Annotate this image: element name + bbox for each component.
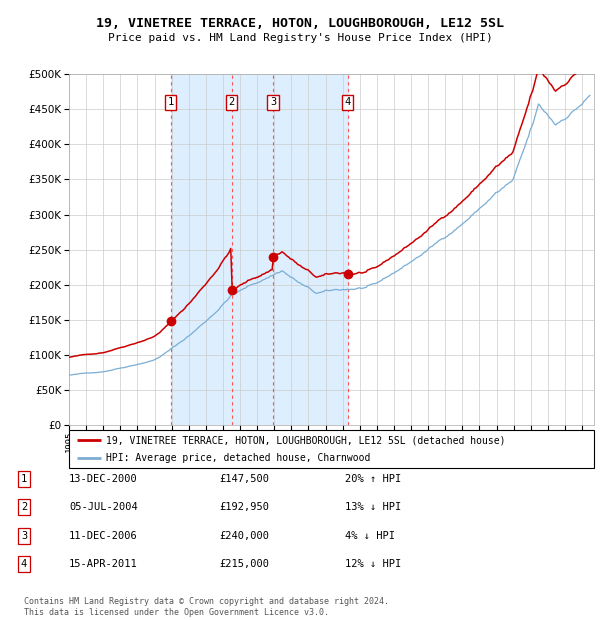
Text: 4: 4	[344, 97, 350, 107]
Text: 19, VINETREE TERRACE, HOTON, LOUGHBOROUGH, LE12 5SL (detached house): 19, VINETREE TERRACE, HOTON, LOUGHBOROUG…	[106, 435, 505, 445]
Text: 12% ↓ HPI: 12% ↓ HPI	[345, 559, 401, 569]
Text: 15-APR-2011: 15-APR-2011	[69, 559, 138, 569]
Text: HPI: Average price, detached house, Charnwood: HPI: Average price, detached house, Char…	[106, 453, 370, 464]
FancyBboxPatch shape	[69, 430, 594, 468]
Text: Price paid vs. HM Land Registry's House Price Index (HPI): Price paid vs. HM Land Registry's House …	[107, 33, 493, 43]
Text: 3: 3	[270, 97, 277, 107]
Text: 13% ↓ HPI: 13% ↓ HPI	[345, 502, 401, 512]
Text: 3: 3	[21, 531, 27, 541]
Text: 2: 2	[229, 97, 235, 107]
Text: 13-DEC-2000: 13-DEC-2000	[69, 474, 138, 484]
Text: 4% ↓ HPI: 4% ↓ HPI	[345, 531, 395, 541]
Bar	[171, 74, 347, 425]
Text: 2: 2	[21, 502, 27, 512]
Text: £215,000: £215,000	[219, 559, 269, 569]
Text: 20% ↑ HPI: 20% ↑ HPI	[345, 474, 401, 484]
Text: 11-DEC-2006: 11-DEC-2006	[69, 531, 138, 541]
Text: £240,000: £240,000	[219, 531, 269, 541]
Text: 1: 1	[21, 474, 27, 484]
Text: £147,500: £147,500	[219, 474, 269, 484]
Text: 4: 4	[21, 559, 27, 569]
Text: 05-JUL-2004: 05-JUL-2004	[69, 502, 138, 512]
Text: Contains HM Land Registry data © Crown copyright and database right 2024.
This d: Contains HM Land Registry data © Crown c…	[24, 598, 389, 617]
Text: 1: 1	[167, 97, 174, 107]
Text: £192,950: £192,950	[219, 502, 269, 512]
Text: 19, VINETREE TERRACE, HOTON, LOUGHBOROUGH, LE12 5SL: 19, VINETREE TERRACE, HOTON, LOUGHBOROUG…	[96, 17, 504, 30]
